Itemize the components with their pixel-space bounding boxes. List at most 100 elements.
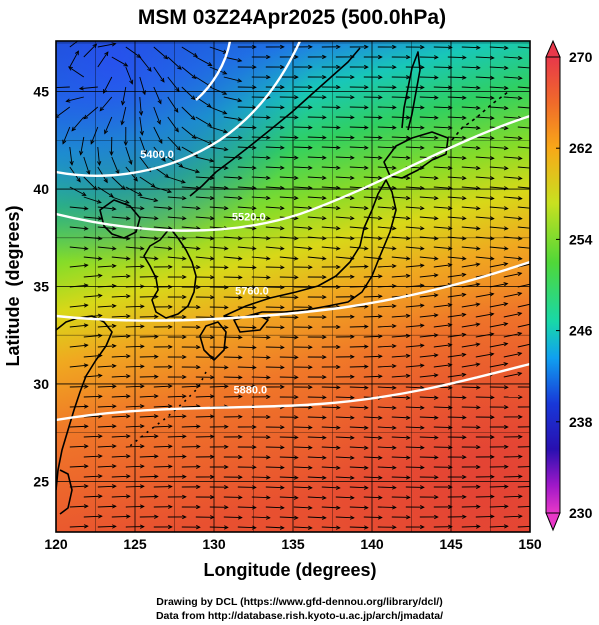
streamline-arrowhead bbox=[335, 105, 341, 110]
streamline-arrowhead bbox=[307, 205, 313, 211]
streamline-arrowhead bbox=[251, 125, 257, 130]
streamline bbox=[111, 236, 130, 240]
streamline bbox=[293, 166, 312, 169]
streamline-arrowhead bbox=[97, 474, 103, 479]
streamline-arrowhead bbox=[405, 256, 411, 261]
streamline-arrowhead bbox=[209, 256, 215, 261]
streamline-arrowhead bbox=[279, 505, 285, 510]
streamline-arrowhead bbox=[52, 86, 56, 89]
streamline bbox=[279, 236, 298, 240]
streamline bbox=[503, 352, 522, 358]
streamline-arrowhead bbox=[251, 365, 257, 370]
streamline bbox=[237, 186, 256, 189]
streamline bbox=[447, 156, 466, 159]
credit-line-drawing: Drawing by DCL (https://www.gfd-dennou.o… bbox=[156, 596, 443, 608]
streamline bbox=[111, 176, 126, 190]
streamline bbox=[503, 272, 522, 278]
streamline bbox=[517, 186, 530, 189]
streamline-arrowhead bbox=[125, 434, 131, 439]
streamline-arrowhead bbox=[209, 454, 215, 459]
streamline-arrowhead bbox=[265, 155, 271, 160]
streamline bbox=[167, 176, 186, 183]
streamline-arrowhead bbox=[279, 246, 285, 251]
streamline-arrowhead bbox=[433, 475, 439, 480]
streamline-arrowhead bbox=[139, 304, 145, 309]
streamline bbox=[125, 405, 144, 408]
streamline bbox=[517, 66, 530, 69]
streamline bbox=[405, 246, 424, 250]
streamline-arrowhead bbox=[279, 165, 285, 170]
streamline-arrowhead bbox=[391, 264, 397, 269]
streamline-arrowhead bbox=[68, 66, 73, 71]
streamline bbox=[125, 246, 144, 250]
streamline-arrowhead bbox=[97, 236, 103, 241]
streamline-arrowhead bbox=[279, 305, 285, 310]
streamline bbox=[223, 56, 242, 62]
streamline-arrowhead bbox=[195, 169, 201, 174]
streamline bbox=[139, 395, 158, 398]
streamline-arrowhead bbox=[153, 434, 159, 439]
streamline bbox=[223, 156, 242, 159]
streamline-arrowhead bbox=[108, 193, 114, 198]
streamline-arrowhead bbox=[223, 285, 229, 290]
streamline bbox=[139, 455, 158, 458]
streamline-arrowhead bbox=[97, 333, 103, 338]
streamline bbox=[209, 126, 228, 133]
streamline-arrowhead bbox=[335, 364, 341, 370]
streamline bbox=[405, 284, 424, 288]
streamline bbox=[475, 313, 494, 318]
streamline-arrowhead bbox=[182, 334, 187, 340]
streamline-arrowhead bbox=[120, 100, 126, 106]
streamline-arrowhead bbox=[139, 206, 145, 211]
streamline bbox=[461, 86, 480, 89]
streamline bbox=[461, 46, 480, 49]
streamline-arrowhead bbox=[307, 465, 313, 470]
streamline-arrowhead bbox=[111, 226, 117, 231]
streamline-arrowhead bbox=[363, 405, 369, 410]
streamline-arrowhead bbox=[503, 145, 509, 151]
streamline-arrowhead bbox=[419, 485, 425, 490]
streamline-arrowhead bbox=[83, 323, 89, 328]
streamline-arrowhead bbox=[419, 505, 425, 510]
streamline-arrowhead bbox=[419, 303, 425, 308]
streamline bbox=[391, 476, 410, 479]
streamline-arrowhead bbox=[237, 515, 243, 520]
streamline-arrowhead bbox=[377, 314, 383, 319]
streamline-arrowhead bbox=[517, 514, 523, 519]
streamline-arrowhead bbox=[503, 105, 509, 111]
streamline bbox=[209, 246, 228, 250]
streamline-arrowhead bbox=[137, 191, 143, 196]
streamline-arrowhead bbox=[517, 291, 523, 297]
streamline bbox=[251, 496, 270, 499]
streamline bbox=[69, 425, 88, 428]
streamline bbox=[335, 436, 354, 439]
streamline bbox=[405, 146, 424, 149]
streamline bbox=[265, 486, 284, 489]
streamline bbox=[503, 196, 522, 200]
streamline-arrowhead bbox=[237, 434, 243, 440]
streamline-arrowhead bbox=[153, 374, 159, 379]
streamline-arrowhead bbox=[503, 362, 509, 367]
streamline-arrowhead bbox=[391, 125, 397, 130]
x-axis-label: Longitude (degrees) bbox=[203, 560, 376, 580]
streamline-arrowhead bbox=[167, 304, 173, 310]
streamline-arrowhead bbox=[335, 185, 341, 191]
streamline bbox=[83, 515, 102, 518]
streamline-arrowhead bbox=[153, 334, 159, 339]
streamline-arrowhead bbox=[447, 65, 453, 70]
streamline-arrowhead bbox=[321, 334, 327, 340]
streamline-arrowhead bbox=[251, 265, 257, 270]
streamline bbox=[237, 506, 256, 509]
plot-area: 5400.0 5520.0 5760.0 5880.0 bbox=[52, 41, 530, 532]
streamline-arrowhead bbox=[517, 95, 523, 101]
streamline bbox=[237, 246, 256, 250]
streamline-arrowhead bbox=[335, 425, 341, 430]
streamline-arrowhead bbox=[349, 455, 355, 460]
streamline bbox=[419, 196, 438, 199]
streamline bbox=[181, 106, 196, 120]
streamline-arrowhead bbox=[433, 353, 439, 358]
streamline-arrowhead bbox=[167, 189, 173, 194]
streamline-arrowhead bbox=[475, 504, 481, 509]
streamline-arrowhead bbox=[209, 335, 215, 340]
